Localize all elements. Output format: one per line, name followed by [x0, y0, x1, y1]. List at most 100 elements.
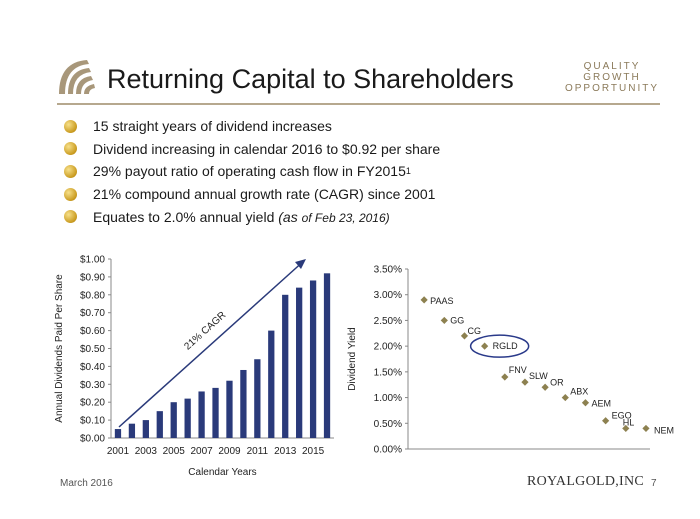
- dividend-bar: [309, 280, 317, 438]
- bullet-note-date: of Feb 23, 2016): [301, 210, 390, 225]
- dividend-bar: [254, 359, 261, 438]
- bullet-text: 15 straight years of dividend increases: [93, 118, 332, 135]
- tagline-line: GROWTH: [583, 72, 641, 83]
- scatter-y-tick-label: 2.50%: [374, 316, 402, 327]
- scatter-point: [581, 399, 590, 407]
- bar-y-tick-label: $0.50: [80, 344, 105, 355]
- tagline-line: QUALITY: [583, 61, 641, 72]
- bar-y-tick-label: $0.70: [80, 308, 105, 319]
- scatter-y-tick-label: 3.50%: [374, 265, 402, 276]
- scatter-point: [541, 383, 549, 391]
- scatter-point-label: SLW: [529, 371, 548, 381]
- scatter-point: [460, 332, 469, 340]
- bar-x-tick-label: 2013: [274, 446, 297, 457]
- scatter-point-label: NEM: [654, 425, 674, 435]
- dividend-bar: [268, 330, 275, 438]
- tagline: QUALITY GROWTH OPPORTUNITY: [562, 61, 662, 94]
- scatter-point-label: AEM: [591, 399, 611, 409]
- bullet-icon: [64, 119, 77, 133]
- scatter-point-label: OR: [550, 377, 564, 387]
- header-divider: [57, 103, 660, 105]
- bar-y-tick-label: $0.40: [80, 362, 105, 373]
- scatter-point: [501, 373, 509, 381]
- scatter-point-label: PAAS: [430, 296, 453, 306]
- cagr-annotation: 21% CAGR: [182, 310, 228, 353]
- bullet-text: Dividend increasing in calendar 2016 to …: [93, 140, 441, 157]
- scatter-y-tick-label: 3.00%: [374, 290, 402, 301]
- scatter-y-tick-label: 1.50%: [374, 367, 402, 378]
- scatter-point-label: EGO: [612, 411, 632, 421]
- scatter-y-tick-label: 2.00%: [374, 342, 402, 353]
- bar-x-axis-title: Calendar Years: [188, 467, 256, 478]
- bullet-note: (as of Feb 23, 2016): [278, 209, 389, 225]
- scatter-y-tick-label: 0.00%: [374, 445, 402, 456]
- scatter-point-label: FNV: [509, 365, 527, 375]
- dividend-bar: [184, 398, 191, 438]
- dividend-bar: [114, 429, 122, 438]
- bullet-item: Equates to 2.0% annual yield (as of Feb …: [64, 205, 440, 228]
- bar-x-tick-label: 2011: [247, 446, 269, 457]
- bar-y-tick-label: $0.20: [80, 398, 105, 409]
- highlight-ellipse: [469, 334, 530, 358]
- scatter-point-label: HL: [623, 417, 635, 427]
- bullet-note-prefix: (as: [278, 208, 302, 225]
- page-title: Returning Capital to Shareholders: [107, 64, 514, 94]
- dividend-bar: [226, 380, 233, 438]
- scatter-y-tick-label: 1.00%: [374, 393, 402, 404]
- bullet-text: Equates to 2.0% annual yield: [93, 208, 279, 225]
- scatter-point-label: ABX: [570, 387, 588, 397]
- scatter-point: [440, 316, 448, 325]
- bullet-icon: [64, 187, 77, 201]
- dividend-bar: [156, 411, 163, 438]
- bar-x-tick-label: 2005: [163, 446, 186, 457]
- footnote-marker: 1: [405, 166, 411, 177]
- bar-x-tick-label: 2009: [218, 446, 241, 457]
- bar-x-tick-label: 2001: [107, 446, 130, 457]
- bullet-text: 21% compound annual growth rate (CAGR) s…: [93, 186, 436, 203]
- bullet-item: Dividend increasing in calendar 2016 to …: [64, 138, 440, 161]
- scatter-point: [602, 417, 610, 425]
- page-number: 7: [651, 478, 657, 489]
- dividend-bar: [323, 273, 331, 438]
- bar-y-tick-label: $0.00: [80, 434, 105, 445]
- bullet-icon: [64, 210, 77, 224]
- dividend-bar: [240, 369, 247, 438]
- cagr-arrow-head: [295, 259, 306, 269]
- scatter-point: [622, 424, 630, 433]
- dividend-bar: [212, 387, 219, 438]
- royal-gold-logo: [59, 60, 95, 94]
- scatter-point: [521, 378, 529, 386]
- scatter-point: [481, 342, 489, 350]
- dividend-bar: [282, 294, 289, 438]
- bar-y-tick-label: $0.30: [80, 380, 105, 391]
- dividend-bar: [198, 391, 205, 438]
- bullet-item: 29% payout ratio of operating cash flow …: [64, 160, 440, 183]
- scatter-y-axis-title: Dividend Yield: [347, 327, 358, 390]
- bar-y-tick-label: $0.80: [80, 290, 105, 301]
- scatter-point-label: RGLD: [493, 341, 519, 351]
- dividend-bar: [128, 423, 136, 438]
- scatter-point: [561, 393, 569, 402]
- footer-brand: ROYALGOLD,INC: [527, 474, 645, 489]
- cagr-arrow-line: [118, 262, 302, 428]
- dividend-bar: [296, 287, 303, 438]
- bullet-icon: [64, 142, 77, 156]
- bar-y-tick-label: $0.10: [80, 416, 105, 427]
- scatter-point: [420, 296, 428, 304]
- footer-date: March 2016: [60, 478, 113, 489]
- scatter-y-tick-label: 0.50%: [374, 419, 402, 430]
- scatter-point-label: CG: [467, 326, 481, 336]
- bullet-text: 29% payout ratio of operating cash flow …: [93, 163, 406, 180]
- bar-y-tick-label: $0.90: [80, 272, 105, 283]
- scatter-point-label: GG: [450, 315, 464, 325]
- dividend-bar: [170, 402, 177, 438]
- bar-x-tick-label: 2007: [190, 446, 213, 457]
- bullet-list: 15 straight years of dividend increases …: [64, 115, 440, 228]
- tagline-line: OPPORTUNITY: [564, 83, 660, 94]
- scatter-point: [642, 424, 650, 433]
- bar-y-tick-label: $0.60: [80, 326, 105, 337]
- bullet-icon: [64, 164, 77, 178]
- dividend-bar: [142, 420, 149, 438]
- bullet-item: 15 straight years of dividend increases: [64, 115, 440, 138]
